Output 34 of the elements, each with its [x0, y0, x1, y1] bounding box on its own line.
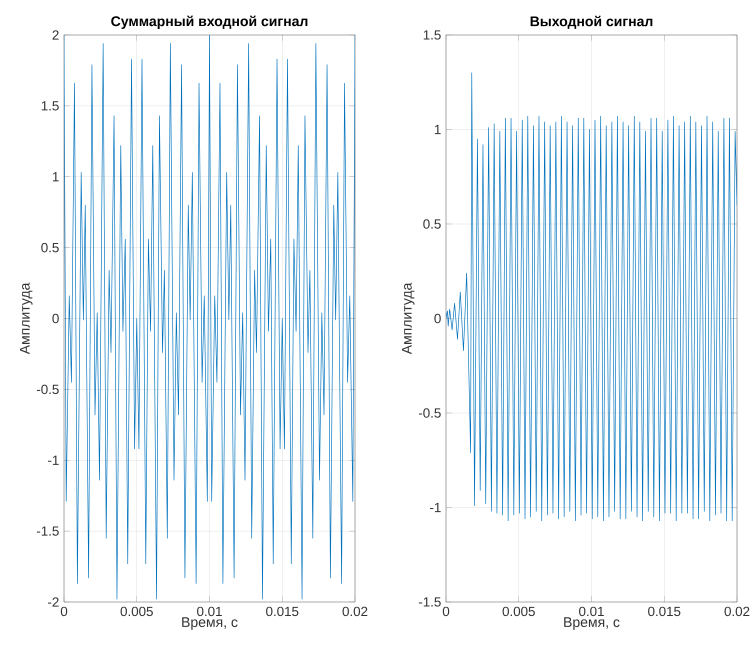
- y-axis-title: Амплитуда: [20, 282, 32, 354]
- y-tick-label: -1: [430, 502, 441, 512]
- chart-title: Выходной сигнал: [530, 16, 652, 29]
- y-tick-label: 0: [434, 314, 441, 324]
- y-tick-label: 1.5: [42, 101, 59, 111]
- y-tick-label: -1: [48, 456, 59, 465]
- y-tick-label: 1: [434, 124, 441, 134]
- chart-title: Суммарный входной сигнал: [111, 16, 308, 29]
- y-tick-label: 0.5: [423, 219, 441, 229]
- y-tick-label: 0.5: [41, 242, 59, 252]
- x-tick-label: 0.02: [724, 606, 750, 616]
- line-series: [446, 72, 738, 522]
- x-tick-label: 0.005: [120, 606, 153, 616]
- x-tick-label: 0: [60, 606, 68, 616]
- x-tick-label: 0.01: [197, 606, 222, 616]
- x-axis-title: Время, с: [182, 617, 238, 630]
- y-tick-label: 0: [52, 314, 59, 324]
- y-tick-label: -1.5: [418, 597, 441, 607]
- y-tick-label: 1.5: [424, 30, 441, 40]
- x-tick-label: 0.015: [266, 606, 298, 616]
- line-series: [64, 34, 356, 600]
- x-tick-label: 0.005: [502, 606, 535, 616]
- x-tick-label: 0.02: [342, 606, 368, 616]
- y-tick-label: -0.5: [36, 384, 59, 394]
- y-axis-title: Амплитуда: [402, 282, 414, 354]
- x-axis-title: Время, с: [564, 617, 620, 630]
- x-tick-label: 0: [442, 606, 450, 616]
- x-tick-label: 0.015: [648, 606, 680, 616]
- y-tick-label: -1.5: [36, 526, 59, 536]
- x-tick-label: 0.01: [579, 606, 604, 616]
- y-tick-label: -2: [48, 597, 59, 607]
- y-tick-label: 1: [52, 172, 59, 182]
- y-tick-label: 2: [52, 30, 59, 40]
- y-tick-label: -0.5: [418, 408, 441, 418]
